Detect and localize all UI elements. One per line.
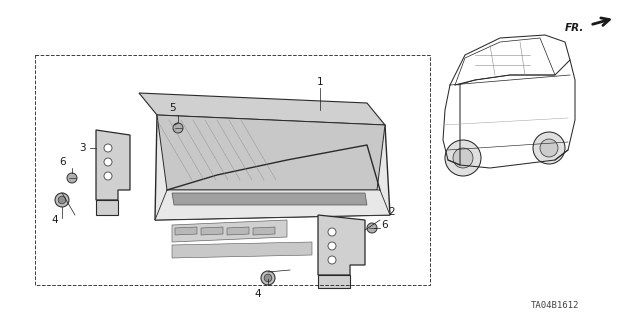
Text: 1: 1 [317,77,323,87]
Polygon shape [318,215,365,275]
Polygon shape [157,115,385,190]
Text: FR.: FR. [564,23,584,33]
Text: 3: 3 [79,143,85,153]
Text: 4: 4 [255,289,261,299]
Circle shape [337,255,347,265]
Circle shape [58,196,66,204]
Circle shape [445,140,481,176]
Text: 6: 6 [60,157,67,167]
Polygon shape [172,220,287,242]
Circle shape [261,271,275,285]
Circle shape [55,193,69,207]
Circle shape [264,274,272,282]
Circle shape [328,256,336,264]
Text: 2: 2 [388,207,396,217]
Circle shape [533,132,565,164]
Polygon shape [96,200,118,215]
Circle shape [173,123,183,133]
Polygon shape [253,227,275,235]
Text: TA04B1612: TA04B1612 [531,300,579,309]
Polygon shape [318,275,350,288]
Text: 5: 5 [169,103,175,113]
Circle shape [328,242,336,250]
Circle shape [104,158,112,166]
Polygon shape [96,130,130,200]
Circle shape [540,139,558,157]
Polygon shape [175,227,197,235]
Circle shape [453,148,473,168]
Circle shape [104,172,112,180]
Polygon shape [155,115,390,220]
Polygon shape [201,227,223,235]
Polygon shape [172,193,367,205]
Polygon shape [155,190,390,220]
Polygon shape [227,227,249,235]
Polygon shape [139,93,385,125]
Circle shape [367,223,377,233]
Text: 4: 4 [52,215,58,225]
Circle shape [67,173,77,183]
Polygon shape [172,242,312,258]
Circle shape [104,144,112,152]
Circle shape [328,228,336,236]
Text: 6: 6 [381,220,388,230]
